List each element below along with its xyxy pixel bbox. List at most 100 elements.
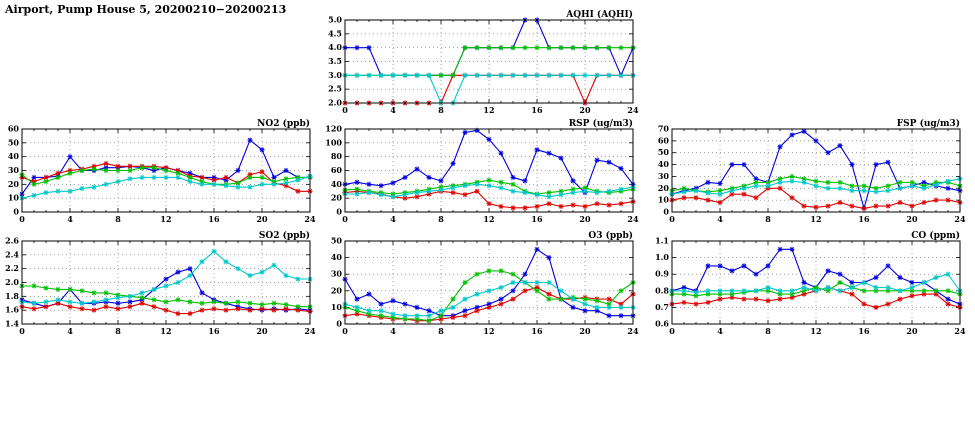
- x-tick-label: 20: [579, 326, 591, 336]
- y-tick-label: 20: [331, 285, 343, 295]
- page-title: Airport, Pump House 5, 20200210−20200213: [5, 3, 287, 16]
- x-tick-label: 8: [438, 214, 444, 224]
- y-tick-label: 3.0: [328, 70, 342, 80]
- x-tick-label: 16: [858, 326, 870, 336]
- plot-border: [21, 240, 311, 325]
- x-tick-label: 12: [483, 214, 494, 224]
- x-tick-label: 0: [669, 326, 675, 336]
- y-tick-label: 60: [658, 135, 670, 145]
- y-tick-label: 60: [331, 165, 343, 175]
- x-tick-label: 12: [160, 326, 171, 336]
- y-tick-label: 40: [8, 151, 20, 161]
- x-tick-label: 0: [342, 214, 348, 224]
- x-tick-label: 4: [67, 326, 73, 336]
- x-tick-label: 20: [256, 214, 268, 224]
- chart-so2: SO2 (ppb) 1.4 1.6 1.8 2.0 2.2 2.4 2.6 0 4 8 12 16 20 2…: [0, 230, 318, 341]
- y-tick-label: 4.0: [328, 42, 342, 52]
- x-tick-label: 20: [906, 326, 918, 336]
- x-tick-label: 16: [531, 326, 543, 336]
- y-tick-label: 20: [331, 193, 343, 203]
- x-tick-label: 16: [531, 214, 543, 224]
- chart-fsp: FSP (ug/m3) 0 10 20 30 40 50 60 70 0 4 8 12 16 20 24: [650, 118, 968, 229]
- y-tick-label: 1.4: [5, 319, 19, 329]
- chart-title: O3 (ppb): [588, 230, 633, 241]
- x-tick-label: 16: [208, 214, 220, 224]
- chart-co: CO (ppm) 0.6 0.7 0.8 0.9 1.0 1.1 0 4 8 12 16 20 24: [650, 230, 968, 341]
- y-tick-label: 30: [331, 269, 343, 279]
- y-tick-label: 1.0: [655, 252, 669, 262]
- plot-border: [344, 240, 634, 325]
- y-tick-label: 1.6: [5, 305, 19, 315]
- y-tick-label: 0: [336, 319, 342, 329]
- series-green-markers: [342, 268, 636, 324]
- x-tick-label: 0: [19, 326, 25, 336]
- y-tick-label: 10: [8, 193, 20, 203]
- y-tick-label: 5.0: [328, 15, 342, 25]
- y-tick-label: 40: [331, 252, 343, 262]
- o3-plot: O3 (ppb) 0 10 20 30 40 50 0 4 8 12 16 20 24: [331, 230, 639, 336]
- x-tick-label: 20: [579, 214, 591, 224]
- x-tick-label: 8: [438, 326, 444, 336]
- y-tick-label: 1.1: [655, 236, 669, 246]
- y-tick-label: 0: [663, 207, 669, 217]
- y-tick-label: 2.2: [5, 263, 19, 273]
- plot-border: [344, 19, 634, 104]
- y-tick-label: 4.5: [328, 28, 342, 38]
- y-tick-label: 0: [13, 207, 19, 217]
- y-tick-label: 100: [325, 137, 342, 147]
- y-tick-label: 40: [331, 179, 343, 189]
- x-tick-label: 8: [765, 214, 771, 224]
- no2-plot: NO2 (ppb) 0 10 20 30 40 50 60 0 4 8 12 16 20 24: [8, 118, 316, 224]
- x-tick-label: 16: [858, 214, 870, 224]
- y-tick-label: 3.5: [328, 56, 342, 66]
- x-tick-label: 24: [304, 214, 316, 224]
- x-tick-label: 24: [954, 326, 966, 336]
- plot-border: [671, 240, 961, 325]
- y-tick-label: 0.7: [655, 302, 669, 312]
- y-tick-label: 2.0: [5, 277, 19, 287]
- y-tick-label: 0.6: [655, 319, 669, 329]
- y-tick-label: 60: [8, 124, 20, 134]
- plot-border: [21, 128, 311, 213]
- x-tick-label: 16: [531, 105, 543, 115]
- y-tick-label: 1.8: [5, 291, 19, 301]
- x-tick-label: 8: [438, 105, 444, 115]
- y-tick-label: 0.8: [655, 285, 669, 295]
- co-plot: CO (ppm) 0.6 0.7 0.8 0.9 1.0 1.1 0 4 8 12 16 20 24: [655, 230, 966, 336]
- x-tick-label: 24: [627, 214, 639, 224]
- x-tick-label: 16: [208, 326, 220, 336]
- y-tick-label: 20: [8, 179, 20, 189]
- y-tick-label: 10: [658, 195, 670, 205]
- plot-border: [671, 128, 961, 213]
- y-tick-label: 120: [325, 124, 342, 134]
- chart-title: FSP (ug/m3): [897, 118, 960, 129]
- chart-no2: NO2 (ppb) 0 10 20 30 40 50 60 0 4 8 12 16 20 24: [0, 118, 318, 229]
- x-tick-label: 8: [115, 214, 121, 224]
- chart-title: SO2 (ppb): [259, 230, 310, 241]
- x-tick-label: 12: [483, 326, 494, 336]
- y-tick-label: 2.4: [5, 249, 19, 259]
- rsp-plot: RSP (ug/m3) 0 20 40 60 80 100 120 0 4 8 12 16 20 24: [325, 118, 639, 224]
- x-tick-label: 12: [810, 214, 821, 224]
- y-tick-label: 2.6: [5, 236, 19, 246]
- x-tick-label: 20: [579, 105, 591, 115]
- y-tick-label: 80: [331, 151, 343, 161]
- y-tick-label: 30: [658, 171, 670, 181]
- x-tick-label: 0: [19, 214, 25, 224]
- y-tick-label: 50: [331, 236, 343, 246]
- x-tick-label: 20: [256, 326, 268, 336]
- plot-border: [344, 128, 634, 213]
- x-tick-label: 8: [765, 326, 771, 336]
- x-tick-label: 8: [115, 326, 121, 336]
- series-cyan-markers: [669, 271, 963, 296]
- x-tick-label: 4: [390, 105, 396, 115]
- x-tick-label: 0: [669, 214, 675, 224]
- y-tick-label: 10: [331, 302, 343, 312]
- chart-rsp: RSP (ug/m3) 0 20 40 60 80 100 120 0 4 8 12 16 20 24: [323, 118, 641, 229]
- y-tick-label: 2.0: [328, 98, 342, 108]
- x-tick-label: 4: [717, 214, 723, 224]
- y-tick-label: 0.9: [655, 269, 669, 279]
- x-tick-label: 4: [390, 326, 396, 336]
